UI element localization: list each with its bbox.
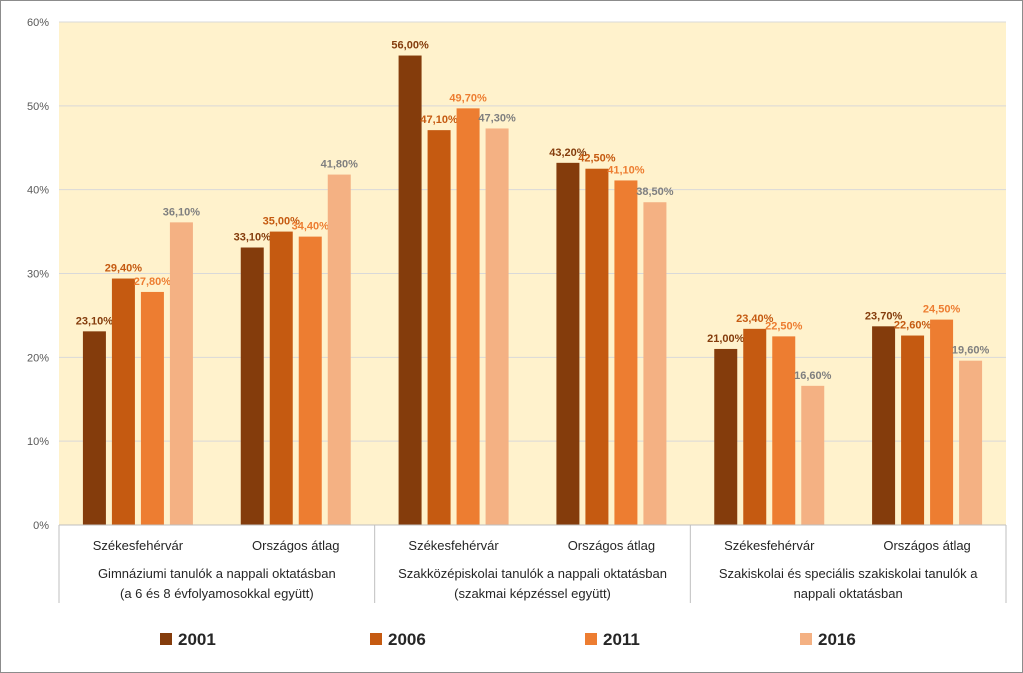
data-label-2001: 56,00%	[391, 40, 429, 52]
legend-entry-2006: 2006	[388, 630, 426, 649]
data-label-2011: 22,50%	[765, 320, 803, 332]
data-label-2001: 23,10%	[76, 315, 114, 327]
bar-2001	[714, 348, 738, 525]
legend-swatch-2011	[585, 633, 597, 645]
data-label-2006: 22,60%	[894, 320, 932, 332]
data-label-2011: 24,50%	[923, 304, 961, 316]
group-label: Gimnáziumi tanulók a nappali oktatásban	[98, 566, 336, 581]
bar-2011	[298, 236, 322, 525]
data-label-2001: 21,00%	[707, 333, 745, 345]
legend-entry-2011: 2011	[603, 630, 640, 649]
bar-2011	[614, 180, 638, 525]
group-label: (szakmai képzéssel együtt)	[454, 586, 611, 601]
bar-2016	[801, 385, 825, 525]
y-tick-label: 10%	[27, 436, 49, 448]
y-tick-label: 60%	[27, 17, 49, 29]
data-label-2006: 35,00%	[263, 216, 301, 228]
data-label-2016: 36,10%	[163, 206, 201, 218]
group-label: Szakközépiskolai tanulók a nappali oktat…	[398, 566, 667, 581]
bar-2006	[269, 231, 293, 526]
data-label-2016: 47,30%	[478, 112, 516, 124]
group-label: (a 6 és 8 évfolyamosokkal együtt)	[120, 586, 314, 601]
category-label: Országos átlag	[252, 538, 339, 553]
data-label-2011: 27,80%	[134, 276, 172, 288]
bar-2016	[643, 202, 667, 525]
data-label-2016: 38,50%	[636, 186, 674, 198]
bar-2001	[872, 326, 896, 525]
category-label: Székesfehérvár	[724, 538, 815, 553]
group-label: Szakiskolai és speciális szakiskolai tan…	[719, 566, 978, 581]
legend-entry-2016: 2016	[818, 630, 856, 649]
bar-2016	[485, 128, 509, 526]
bar-2011	[456, 108, 480, 526]
y-tick-label: 0%	[33, 520, 49, 532]
category-label: Székesfehérvár	[408, 538, 499, 553]
data-label-2011: 49,70%	[449, 92, 487, 104]
bar-2016	[327, 174, 351, 525]
data-label-2006: 47,10%	[420, 114, 458, 126]
legend-swatch-2016	[800, 633, 812, 645]
bar-2001	[398, 55, 422, 526]
legend-swatch-2006	[370, 633, 382, 645]
category-label: Országos átlag	[568, 538, 655, 553]
data-label-2006: 42,50%	[578, 153, 616, 165]
bar-2016	[959, 360, 983, 525]
legend-swatch-2001	[160, 633, 172, 645]
bar-2001	[556, 162, 580, 525]
bar-2006	[901, 335, 925, 525]
group-label: nappali oktatásban	[794, 586, 903, 601]
bar-2006	[111, 278, 135, 525]
bar-2016	[169, 222, 193, 525]
data-label-2016: 41,80%	[321, 159, 359, 171]
bar-2006	[585, 168, 609, 526]
data-label-2006: 29,40%	[105, 263, 143, 275]
data-label-2006: 23,40%	[736, 313, 774, 325]
data-label-2001: 33,10%	[234, 232, 272, 244]
category-label: Országos átlag	[883, 538, 970, 553]
category-label: Székesfehérvár	[93, 538, 184, 553]
bar-2001	[240, 247, 264, 526]
y-tick-label: 20%	[27, 352, 49, 364]
data-label-2011: 34,40%	[292, 221, 330, 233]
bar-2011	[930, 319, 954, 525]
y-tick-label: 30%	[27, 269, 49, 281]
bar-2001	[82, 331, 106, 525]
data-label-2016: 16,60%	[794, 370, 832, 382]
data-label-2016: 19,60%	[952, 345, 990, 357]
bar-2011	[772, 336, 796, 525]
legend-entry-2001: 2001	[178, 630, 216, 649]
data-label-2001: 23,70%	[865, 310, 903, 322]
y-tick-label: 40%	[27, 185, 49, 197]
data-label-2001: 43,20%	[549, 147, 587, 159]
y-tick-label: 50%	[27, 101, 49, 113]
data-label-2011: 41,10%	[607, 164, 645, 176]
bar-2006	[743, 328, 767, 525]
bar-2006	[427, 130, 451, 525]
bar-2011	[140, 291, 164, 525]
